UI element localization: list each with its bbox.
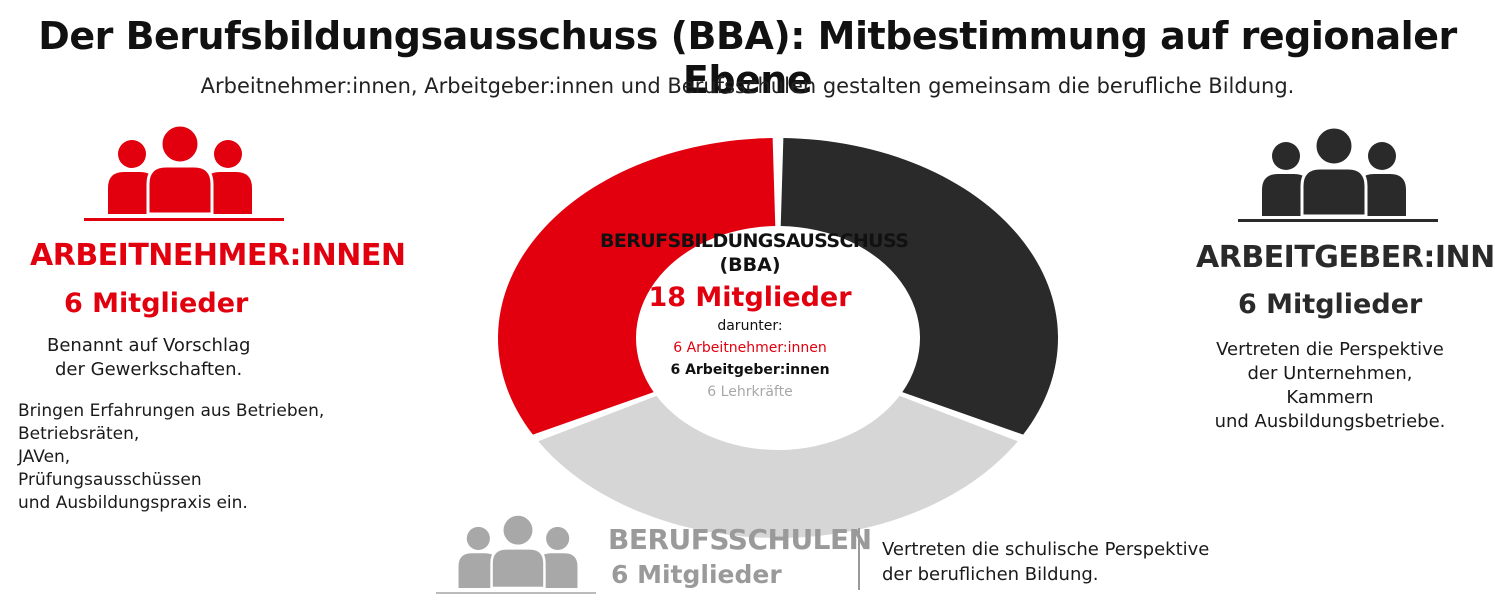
schools-description-line: der beruflichen Bildung. (882, 564, 1099, 585)
center-heading: BERUFSBILDUNGSAUSSCHUSS (600, 230, 909, 252)
employers-description-line: und Ausbildungsbetriebe. (1214, 411, 1446, 432)
donut-segment-employers (780, 138, 1058, 435)
employees-description-line: der Gewerkschaften. (55, 359, 243, 380)
employees-members: 6 Mitglieder (64, 288, 249, 319)
employees-details-line: und Ausbildungspraxis ein. (18, 493, 248, 513)
employers-heading: ARBEITGEBER:INNEN (1196, 240, 1495, 275)
donut-center: BERUFSBILDUNGSAUSSCHUSS (BBA) 18 Mitglie… (600, 230, 909, 403)
employers-description-line: der Unternehmen, (1247, 363, 1413, 384)
employers-members: 6 Mitglieder (1238, 289, 1423, 320)
center-list-label: darunter: (717, 318, 783, 334)
employers-group-icon (1262, 125, 1406, 216)
employers-description: Vertreten die Perspektive der Unternehme… (1180, 338, 1480, 434)
employees-heading: ARBEITNEHMER:INNEN (30, 238, 406, 273)
employees-description: Benannt auf Vorschlag der Gewerkschaften… (47, 334, 307, 382)
center-list: darunter: 6 Arbeitnehmer:innen 6 Arbeitg… (600, 315, 900, 403)
center-list-item-teachers: 6 Lehrkräfte (707, 384, 793, 400)
employers-description-line: Vertreten die Perspektive (1216, 339, 1444, 360)
employees-details-line: Bringen Erfahrungen aus Betrieben, (18, 401, 325, 421)
center-abbreviation: (BBA) (719, 254, 781, 276)
schools-heading: BERUFSSCHULEN (608, 523, 872, 556)
employees-divider (84, 218, 284, 221)
schools-description: Vertreten die schulische Perspektive der… (882, 537, 1222, 587)
employees-details-line: Betriebsräten, (18, 424, 140, 444)
schools-group-icon (458, 513, 578, 588)
employees-details: Bringen Erfahrungen aus Betrieben, Betri… (18, 400, 348, 515)
page-title: Der Berufsbildungsausschuss (BBA): Mitbe… (38, 14, 1457, 102)
bba-donut-chart (498, 138, 1058, 538)
employees-details-line: Prüfungsausschüssen (18, 470, 202, 490)
page-subtitle: Arbeitnehmer:innen, Arbeitgeber:innen un… (200, 74, 1295, 98)
schools-description-line: Vertreten die schulische Perspektive (882, 539, 1210, 560)
schools-vertical-divider (858, 528, 860, 590)
employers-divider (1238, 219, 1438, 222)
center-members: 18 Mitglieder (648, 282, 852, 313)
donut-segment-schools (538, 395, 1018, 538)
schools-members: 6 Mitglieder (611, 560, 782, 589)
employees-details-line: JAVen, (18, 447, 71, 467)
schools-divider (436, 592, 596, 594)
center-list-item-employers: 6 Arbeitgeber:innen (670, 362, 830, 378)
center-list-item-employees: 6 Arbeitnehmer:innen (673, 340, 827, 356)
employees-group-icon (108, 123, 252, 214)
donut-segment-employees (498, 138, 776, 435)
employees-description-line: Benannt auf Vorschlag (47, 335, 251, 356)
employers-description-line: Kammern (1286, 387, 1374, 408)
